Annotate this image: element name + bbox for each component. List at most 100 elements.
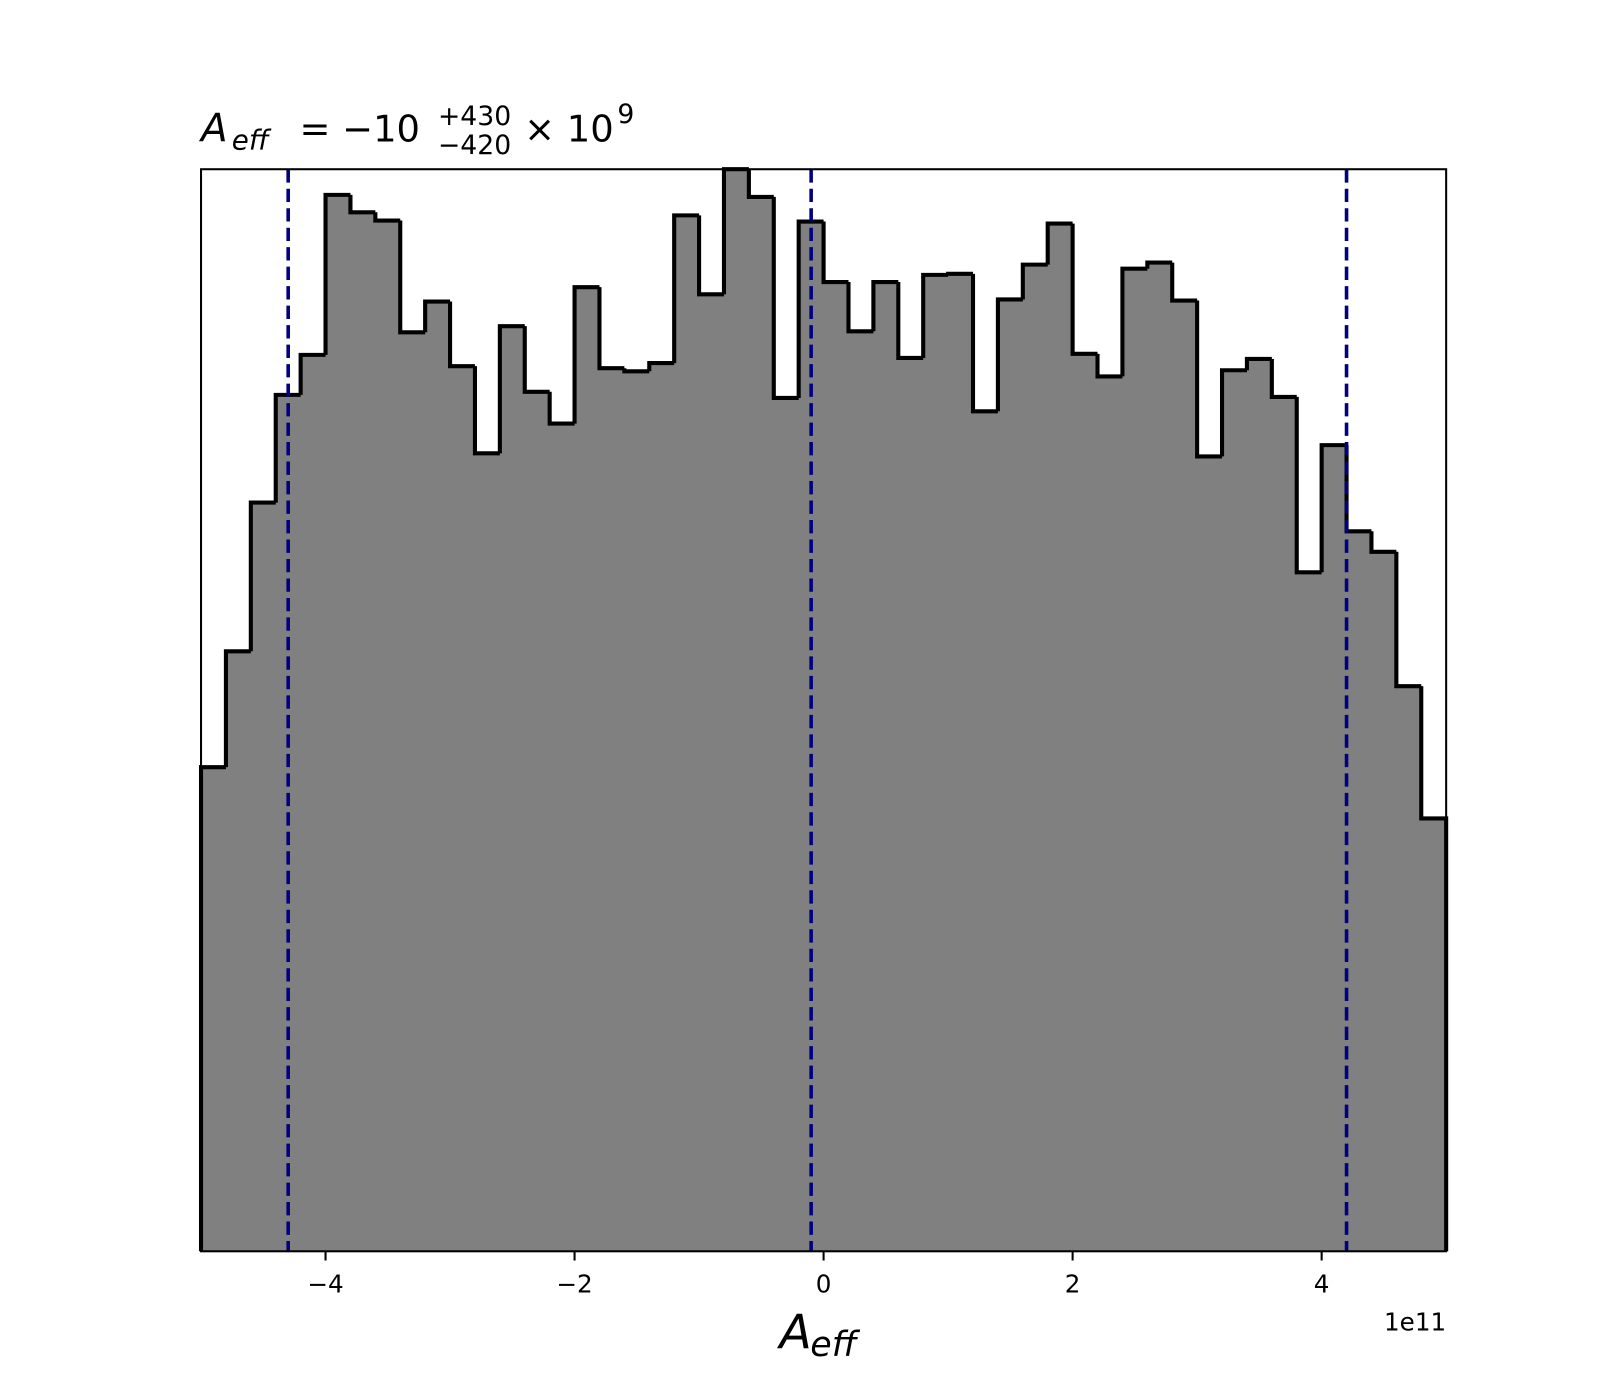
bar bbox=[1022, 264, 1048, 1252]
bar-outline bbox=[1219, 368, 1247, 457]
bar-outline bbox=[796, 219, 824, 398]
bar-outline bbox=[946, 271, 974, 276]
bar bbox=[873, 281, 899, 1252]
bar bbox=[1371, 551, 1397, 1252]
x-label-symbol: A bbox=[776, 1306, 811, 1361]
bar-outline bbox=[921, 272, 949, 358]
bar-outline bbox=[1170, 262, 1198, 303]
bar-outline bbox=[298, 352, 326, 395]
bar bbox=[574, 286, 600, 1252]
title-sup: +430 bbox=[438, 101, 511, 132]
bar bbox=[1321, 444, 1347, 1252]
bar-outline bbox=[248, 500, 276, 652]
bar-outline bbox=[398, 220, 426, 335]
bar-outline bbox=[273, 392, 301, 503]
bar bbox=[898, 357, 924, 1252]
x-tick-label: −2 bbox=[556, 1269, 592, 1298]
bar bbox=[1420, 818, 1447, 1252]
bar-outline bbox=[771, 196, 799, 400]
bar-outline bbox=[896, 282, 924, 360]
bar-outline bbox=[647, 361, 675, 372]
bar bbox=[823, 281, 849, 1252]
bar bbox=[1122, 268, 1148, 1252]
x-axis-label: A eff bbox=[776, 1306, 860, 1365]
bar-outline bbox=[1319, 443, 1347, 573]
bar-outline bbox=[821, 221, 849, 285]
bar bbox=[922, 274, 949, 1252]
bar-outline bbox=[1244, 356, 1272, 371]
bar-outline bbox=[1145, 260, 1173, 269]
bar bbox=[499, 325, 526, 1252]
bar-outline bbox=[1269, 358, 1297, 399]
bar bbox=[1221, 369, 1248, 1252]
bar bbox=[474, 453, 501, 1252]
bar-outline bbox=[497, 324, 525, 454]
bar bbox=[599, 367, 625, 1252]
bar bbox=[723, 168, 750, 1252]
bar bbox=[649, 362, 675, 1252]
bar bbox=[424, 301, 451, 1252]
bar-outline bbox=[970, 273, 998, 414]
bar bbox=[624, 371, 650, 1252]
bar bbox=[200, 766, 227, 1252]
bar-outline bbox=[672, 213, 700, 364]
bar-outline bbox=[1020, 262, 1048, 300]
bar-outline bbox=[746, 169, 774, 199]
bar-outline bbox=[1095, 353, 1123, 379]
bar-outline bbox=[622, 368, 650, 374]
bar-outline bbox=[547, 391, 575, 426]
bar-outline bbox=[995, 297, 1023, 412]
bar bbox=[1396, 685, 1422, 1252]
bar bbox=[549, 423, 575, 1252]
bar-outline bbox=[697, 215, 724, 297]
bar-outline bbox=[1045, 221, 1073, 265]
bar-outline bbox=[1394, 551, 1422, 689]
x-tick-label: 0 bbox=[816, 1269, 832, 1298]
bar-outline bbox=[1294, 396, 1322, 575]
bar bbox=[1147, 262, 1173, 1252]
bar-outline bbox=[223, 649, 251, 768]
bar-outline bbox=[423, 299, 451, 333]
bar-outline bbox=[373, 212, 401, 223]
bar bbox=[1047, 223, 1073, 1252]
bar bbox=[947, 273, 974, 1252]
bar bbox=[225, 651, 252, 1252]
bar bbox=[1271, 396, 1297, 1252]
x-tick-label: 2 bbox=[1065, 1269, 1081, 1298]
bar bbox=[673, 215, 700, 1252]
bar bbox=[1072, 353, 1098, 1252]
bar bbox=[773, 397, 799, 1252]
bar bbox=[300, 354, 326, 1252]
bar-outline bbox=[323, 192, 351, 355]
title-times: × 10 bbox=[524, 108, 614, 151]
bar bbox=[524, 391, 550, 1252]
bar bbox=[997, 299, 1024, 1252]
bar-outline bbox=[472, 366, 500, 456]
bar bbox=[1246, 358, 1273, 1252]
bar-outline bbox=[871, 280, 899, 332]
title-sub: −420 bbox=[438, 130, 511, 161]
bar bbox=[375, 220, 401, 1252]
title-main: = −10 bbox=[299, 108, 420, 151]
bar bbox=[350, 212, 376, 1252]
bar bbox=[848, 331, 874, 1252]
bar bbox=[1171, 300, 1198, 1252]
bar-outline bbox=[1120, 266, 1148, 377]
bar-outline bbox=[1070, 223, 1098, 356]
bar bbox=[972, 411, 999, 1252]
x-tick-label: 4 bbox=[1314, 1269, 1330, 1298]
bar-outline bbox=[1195, 300, 1223, 459]
bar bbox=[698, 294, 725, 1252]
bar bbox=[1346, 531, 1372, 1252]
bar bbox=[325, 194, 351, 1252]
bar-outline bbox=[348, 194, 376, 215]
bar-outline bbox=[522, 326, 550, 394]
bar bbox=[1296, 572, 1322, 1252]
title-symbol-sub: eff bbox=[232, 124, 272, 157]
title-exponent: 9 bbox=[617, 99, 634, 130]
bar-outline bbox=[572, 285, 600, 424]
chart-title: A eff = −10 +430 −420 × 10 9 bbox=[198, 99, 634, 161]
title-symbol: A bbox=[198, 107, 228, 152]
bar bbox=[1097, 376, 1123, 1252]
